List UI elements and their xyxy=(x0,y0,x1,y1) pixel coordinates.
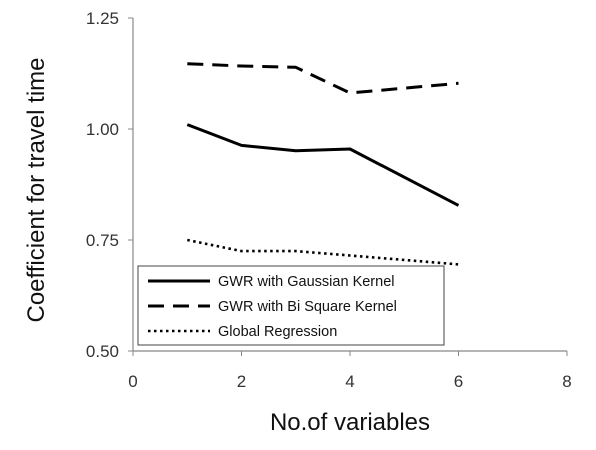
x-tick-label: 8 xyxy=(562,372,571,391)
y-ticks: 0.50 0.75 1.00 1.25 xyxy=(86,9,133,361)
legend-label-1: GWR with Gaussian Kernel xyxy=(218,274,394,290)
legend: GWR with Gaussian Kernel GWR with Bi Squa… xyxy=(137,265,445,346)
x-tick-label: 2 xyxy=(237,372,246,391)
x-axis-title: No.of variables xyxy=(270,409,430,436)
y-tick-label: 1.25 xyxy=(86,9,119,28)
x-tick-label: 6 xyxy=(454,372,463,391)
y-tick-label: 0.75 xyxy=(86,231,119,250)
y-tick-label: 1.00 xyxy=(86,120,119,139)
series-line-3 xyxy=(187,238,459,266)
legend-label-3: Global Regression xyxy=(218,324,337,340)
x-tick-label: 0 xyxy=(128,372,137,391)
series-layer xyxy=(186,62,460,266)
x-ticks: 0 2 4 6 8 xyxy=(128,351,572,391)
legend-label-2: GWR with Bi Square Kernel xyxy=(218,299,397,315)
y-tick-label: 0.50 xyxy=(86,342,119,361)
y-axis-title: Coefficient for travel time xyxy=(23,58,50,323)
x-tick-label: 4 xyxy=(345,372,354,391)
series-line-2 xyxy=(187,62,459,95)
series-line-1 xyxy=(186,123,460,207)
